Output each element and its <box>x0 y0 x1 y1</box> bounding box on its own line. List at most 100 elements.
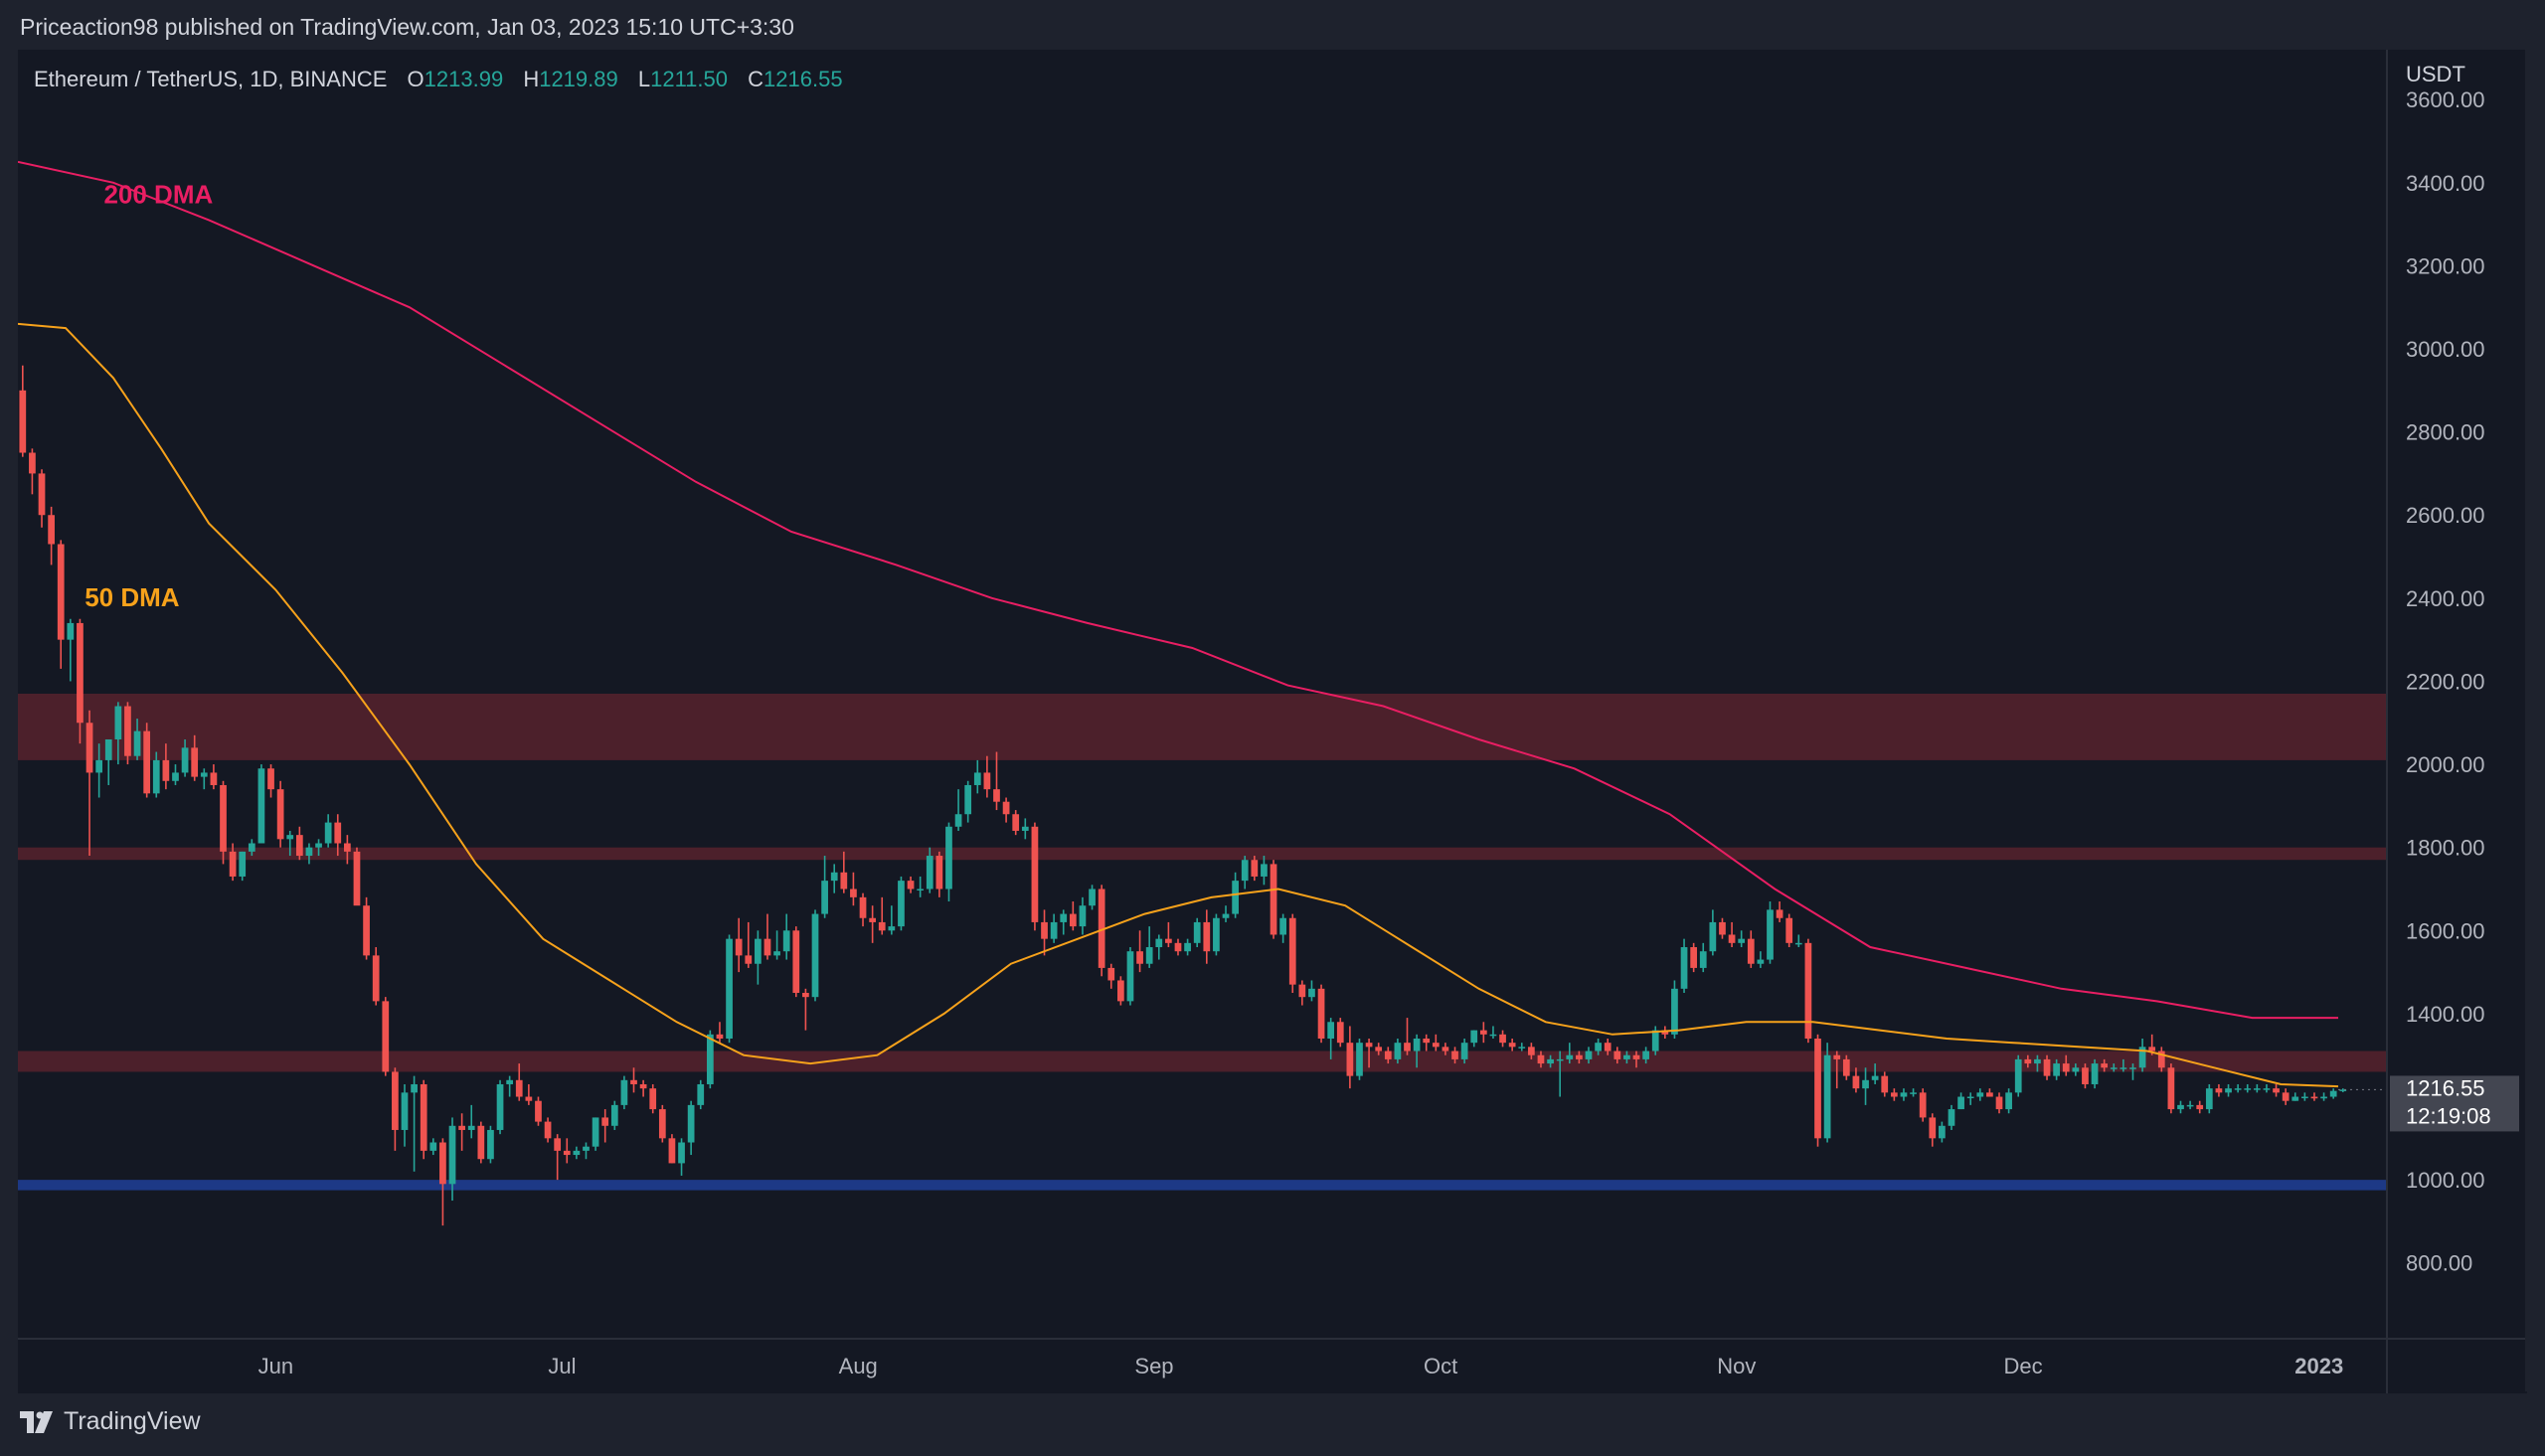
candle-body <box>1537 1054 1545 1064</box>
candle-body <box>334 822 342 844</box>
candle <box>1460 1038 1468 1064</box>
candle <box>1900 1088 1908 1101</box>
candle-body <box>678 1142 685 1164</box>
candle <box>2091 1058 2099 1089</box>
candle <box>1165 921 1172 948</box>
candle <box>1213 913 1220 956</box>
candle <box>1375 1043 1383 1055</box>
candle-body <box>926 856 933 890</box>
price-tick-label: 2400.00 <box>2406 586 2485 611</box>
candle-body <box>1499 1034 1506 1044</box>
candle <box>859 892 867 927</box>
candle <box>1184 938 1191 956</box>
candle-body <box>1232 881 1239 914</box>
candle-body <box>1823 1054 1831 1139</box>
candle <box>2186 1100 2194 1110</box>
candle <box>1995 1092 2003 1114</box>
candle <box>2205 1083 2213 1114</box>
ma-annotation: 200 DMA <box>103 180 213 210</box>
candle <box>1862 1067 1869 1105</box>
candle <box>392 1067 399 1151</box>
candle-body <box>1346 1043 1354 1076</box>
candle-body <box>592 1117 599 1147</box>
candle <box>48 506 55 566</box>
candle <box>2339 1088 2347 1092</box>
candle <box>2014 1054 2022 1097</box>
candle-body <box>1365 1043 1373 1048</box>
candle <box>1814 1034 1821 1147</box>
candle <box>95 743 103 798</box>
candle-body <box>983 772 991 790</box>
candle <box>1384 1047 1392 1064</box>
candle-body <box>973 772 981 785</box>
candle <box>286 830 294 857</box>
candle <box>372 947 380 1006</box>
candle-body <box>2234 1088 2242 1090</box>
candle-body <box>1929 1117 1937 1139</box>
chart-canvas[interactable]: 200 DMA 50 DMA <box>18 50 2386 1338</box>
candle-body <box>1767 909 1774 960</box>
candle-body <box>239 851 247 877</box>
candle <box>1623 1051 1630 1064</box>
candle <box>1699 942 1707 973</box>
tradingview-logo-icon <box>20 1410 53 1433</box>
candle <box>2034 1054 2041 1072</box>
candle <box>1537 1051 1545 1068</box>
candle <box>1661 1026 1669 1039</box>
price-tick-label: 3000.00 <box>2406 337 2485 362</box>
candle-body <box>448 1125 456 1185</box>
candle-body <box>1900 1092 1908 1097</box>
candle <box>1939 1121 1946 1143</box>
candle <box>1317 984 1325 1044</box>
symbol-name[interactable]: Ethereum / TetherUS, 1D, BINANCE <box>34 67 388 91</box>
candle <box>525 1083 533 1105</box>
candle-body <box>38 473 46 516</box>
candle-body <box>782 930 790 952</box>
price-axis[interactable]: USDT 3600.00 3400.00 3200.00 3000.00 2800.00… <box>2386 50 2527 1338</box>
candle-body <box>1939 1125 1946 1139</box>
candle <box>1107 963 1115 989</box>
high-value: 1219.89 <box>539 67 618 91</box>
candle <box>697 1079 705 1110</box>
candle-body <box>1728 934 1736 943</box>
candle-body <box>1919 1092 1927 1118</box>
candle-body <box>19 390 27 453</box>
candle <box>239 851 247 882</box>
candle <box>363 896 370 960</box>
candle-body <box>1184 942 1191 952</box>
candle <box>821 856 828 918</box>
candle <box>162 743 170 790</box>
low-label: L <box>637 67 651 91</box>
candle-body <box>1804 942 1812 1039</box>
candle-body <box>1451 1051 1458 1059</box>
candle <box>1451 1047 1458 1064</box>
candle <box>1060 909 1068 935</box>
candle <box>601 1109 609 1143</box>
candle-body <box>515 1079 523 1097</box>
tradingview-brand[interactable]: TradingView <box>20 1407 201 1436</box>
candle <box>716 1022 724 1044</box>
candle-body <box>1155 938 1163 948</box>
candle-body <box>1842 1058 1850 1076</box>
time-axis[interactable]: Jun Jul Aug Sep Oct Nov Dec 2023 <box>18 1338 2386 1393</box>
candle <box>1261 856 1268 886</box>
chart-pane[interactable]: 200 DMA 50 DMA Ethereum / TetherUS, 1D, B… <box>18 50 2386 1338</box>
candle <box>324 814 332 848</box>
candle <box>2263 1083 2271 1093</box>
countdown-label: 12:19:08 <box>2406 1103 2491 1128</box>
candle-body <box>1518 1047 1526 1049</box>
candle-body <box>1690 947 1698 968</box>
candle-body <box>658 1109 666 1139</box>
candle <box>191 734 199 781</box>
candle-body <box>2043 1058 2051 1076</box>
candle-body <box>1528 1047 1535 1055</box>
candle-body <box>1251 860 1259 877</box>
candle-body <box>401 1092 409 1130</box>
candle-body <box>1470 1030 1478 1044</box>
candle <box>1499 1030 1506 1048</box>
candle <box>840 851 848 893</box>
candle-body <box>191 747 199 777</box>
candle-body <box>1814 1038 1821 1139</box>
candle <box>1929 1113 1937 1147</box>
price-tick-label: 3400.00 <box>2406 171 2485 196</box>
